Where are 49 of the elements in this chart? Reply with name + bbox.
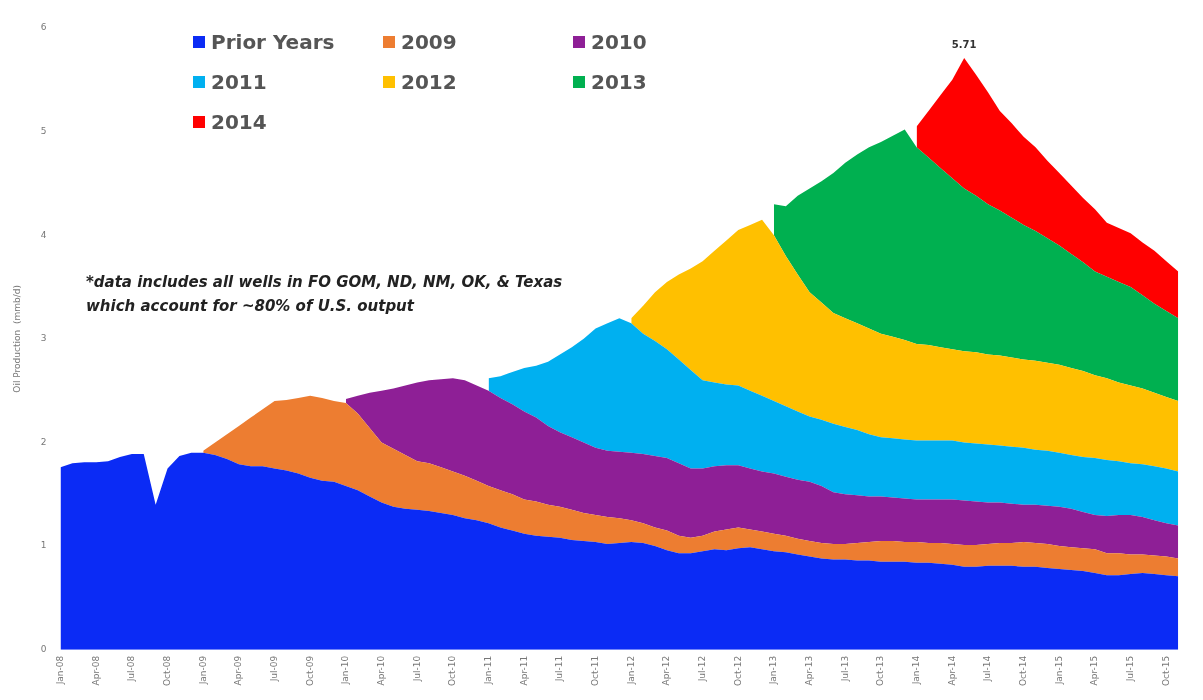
x-tick-label: Jul-14: [982, 655, 993, 683]
x-tick-label: Oct-14: [1017, 655, 1028, 686]
x-tick-label: Oct-12: [732, 655, 743, 686]
legend-label: 2009: [401, 30, 457, 54]
x-tick-label: Jul-08: [126, 655, 137, 683]
x-tick-label: Jan-09: [197, 655, 208, 686]
x-tick-label: Oct-10: [447, 655, 458, 686]
x-tick-label: Apr-10: [375, 655, 386, 686]
x-tick-label: Jul-10: [411, 655, 422, 683]
x-tick-label: Jul-11: [554, 655, 565, 683]
x-tick-label: Jan-10: [340, 655, 351, 686]
x-tick-label: Jan-08: [54, 655, 65, 686]
x-tick-label: Oct-09: [304, 655, 315, 686]
x-tick-label: Oct-11: [589, 655, 600, 686]
x-tick-label: Jan-13: [768, 655, 779, 686]
x-tick-label: Jul-09: [268, 655, 279, 683]
legend-label: 2010: [591, 30, 647, 54]
x-tick-label: Jan-14: [910, 655, 921, 686]
x-tick-label: Jan-11: [482, 655, 493, 686]
y-axis-title: Oil Production (mmb/d): [11, 285, 22, 393]
y-tick-label: 0: [40, 644, 47, 655]
legend-label: 2013: [591, 70, 647, 94]
x-tick-label: Jan-12: [625, 655, 636, 686]
y-tick-label: 5: [40, 125, 47, 136]
legend-label: 2012: [401, 70, 457, 94]
x-tick-label: Oct-13: [875, 655, 886, 686]
x-tick-label: Jul-12: [696, 655, 707, 683]
x-tick-label: Jul-15: [1124, 655, 1135, 683]
x-tick-label: Apr-13: [803, 655, 814, 686]
x-tick-label: Jan-15: [1053, 655, 1064, 686]
x-tick-label: Oct-15: [1160, 655, 1171, 686]
x-tick-label: Apr-15: [1089, 655, 1100, 686]
legend-label: 2011: [211, 70, 267, 94]
x-tick-label: Oct-08: [161, 655, 172, 686]
legend-label: 2014: [211, 110, 267, 134]
y-tick-label: 3: [40, 333, 47, 344]
y-tick-label: 1: [40, 540, 47, 551]
x-tick-label: Apr-09: [233, 655, 244, 686]
annotation: *data includes all wells in FO GOM, ND, NM, OK, & Texas which account for ~80% of U.S. output: [86, 272, 564, 317]
y-tick-label: 2: [40, 436, 47, 447]
legend-label: Prior Years: [211, 30, 335, 54]
annotation: 5.71: [951, 38, 977, 50]
x-tick-label: Apr-12: [661, 655, 672, 686]
y-tick-label: 6: [40, 22, 47, 33]
x-tick-label: Apr-11: [518, 655, 529, 686]
x-tick-label: Apr-14: [946, 655, 957, 686]
x-tick-label: Jul-13: [839, 655, 850, 683]
y-tick-label: 4: [40, 229, 47, 240]
x-tick-label: Apr-08: [90, 655, 101, 686]
